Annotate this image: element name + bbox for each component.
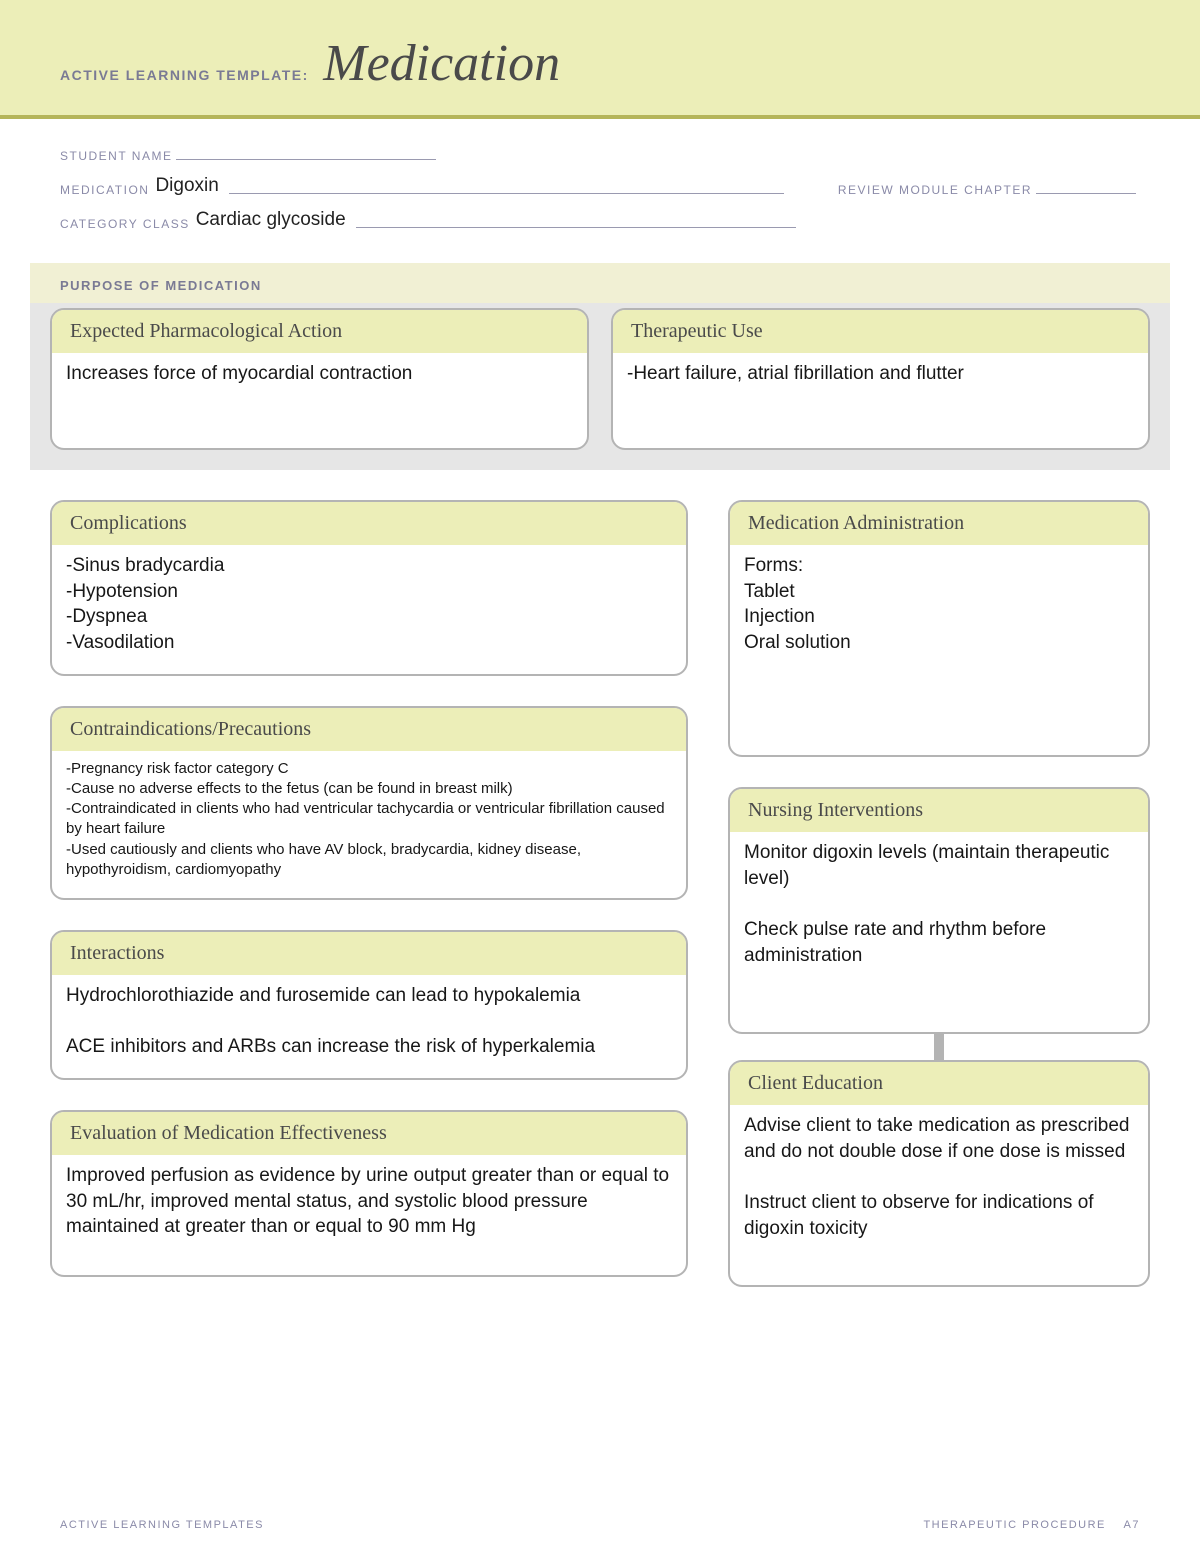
education-body: Advise client to take medication as pres… <box>730 1105 1148 1285</box>
therapeutic-use-body: -Heart failure, atrial fibrillation and … <box>613 353 1148 448</box>
pharm-action-title: Expected Pharmacological Action <box>52 310 587 353</box>
purpose-body: Expected Pharmacological Action Increase… <box>30 303 1170 470</box>
banner: ACTIVE LEARNING TEMPLATE: Medication <box>0 0 1200 119</box>
contraindications-title: Contraindications/Precautions <box>52 708 686 751</box>
complications-card: Complications -Sinus bradycardia -Hypote… <box>50 500 688 676</box>
interactions-card: Interactions Hydrochlorothiazide and fur… <box>50 930 688 1080</box>
banner-title: Medication <box>323 34 560 93</box>
purpose-bar: PURPOSE OF MEDICATION <box>30 263 1170 303</box>
category-label: CATEGORY CLASS <box>60 217 190 231</box>
category-value: Cardiac glycoside <box>190 209 352 231</box>
evaluation-card: Evaluation of Medication Effectiveness I… <box>50 1110 688 1277</box>
student-name-line <box>176 159 436 160</box>
complications-title: Complications <box>52 502 686 545</box>
footer-right: THERAPEUTIC PROCEDURE A7 <box>923 1519 1140 1531</box>
student-name-label: STUDENT NAME <box>60 149 172 163</box>
nursing-title: Nursing Interventions <box>730 789 1148 832</box>
right-column: Medication Administration Forms: Tablet … <box>728 500 1150 1287</box>
gap <box>728 757 1150 787</box>
medication-line <box>229 193 784 194</box>
connector <box>934 1034 944 1060</box>
content-grid: Complications -Sinus bradycardia -Hypote… <box>30 470 1170 1287</box>
complications-body: -Sinus bradycardia -Hypotension -Dyspnea… <box>52 545 686 674</box>
footer-right-label: THERAPEUTIC PROCEDURE <box>923 1519 1105 1531</box>
medication-row: MEDICATION Digoxin REVIEW MODULE CHAPTER <box>60 175 1140 197</box>
footer-left: ACTIVE LEARNING TEMPLATES <box>60 1519 264 1531</box>
administration-body: Forms: Tablet Injection Oral solution <box>730 545 1148 755</box>
category-row: CATEGORY CLASS Cardiac glycoside <box>60 209 1140 231</box>
info-section: STUDENT NAME MEDICATION Digoxin REVIEW M… <box>0 119 1200 263</box>
education-title: Client Education <box>730 1062 1148 1105</box>
student-name-row: STUDENT NAME <box>60 149 1140 163</box>
review-line <box>1036 193 1136 194</box>
pharm-action-card: Expected Pharmacological Action Increase… <box>50 308 589 450</box>
interactions-body: Hydrochlorothiazide and furosemide can l… <box>52 975 686 1078</box>
nursing-body: Monitor digoxin levels (maintain therape… <box>730 832 1148 1032</box>
purpose-label: PURPOSE OF MEDICATION <box>60 278 262 293</box>
interactions-title: Interactions <box>52 932 686 975</box>
review-label: REVIEW MODULE CHAPTER <box>838 183 1032 197</box>
therapeutic-use-title: Therapeutic Use <box>613 310 1148 353</box>
administration-card: Medication Administration Forms: Tablet … <box>728 500 1150 757</box>
therapeutic-use-card: Therapeutic Use -Heart failure, atrial f… <box>611 308 1150 450</box>
category-line <box>356 227 796 228</box>
medication-label: MEDICATION <box>60 183 149 197</box>
left-column: Complications -Sinus bradycardia -Hypote… <box>50 500 688 1287</box>
pharm-action-body: Increases force of myocardial contractio… <box>52 353 587 448</box>
footer-right-page: A7 <box>1124 1519 1140 1531</box>
banner-prefix: ACTIVE LEARNING TEMPLATE: <box>60 67 309 83</box>
contraindications-card: Contraindications/Precautions -Pregnancy… <box>50 706 688 901</box>
nursing-card: Nursing Interventions Monitor digoxin le… <box>728 787 1150 1034</box>
contraindications-body: -Pregnancy risk factor category C -Cause… <box>52 751 686 899</box>
evaluation-body: Improved perfusion as evidence by urine … <box>52 1155 686 1275</box>
evaluation-title: Evaluation of Medication Effectiveness <box>52 1112 686 1155</box>
education-card: Client Education Advise client to take m… <box>728 1060 1150 1287</box>
page: ACTIVE LEARNING TEMPLATE: Medication STU… <box>0 0 1200 1553</box>
medication-value: Digoxin <box>149 175 224 197</box>
administration-title: Medication Administration <box>730 502 1148 545</box>
footer: ACTIVE LEARNING TEMPLATES THERAPEUTIC PR… <box>60 1519 1140 1531</box>
